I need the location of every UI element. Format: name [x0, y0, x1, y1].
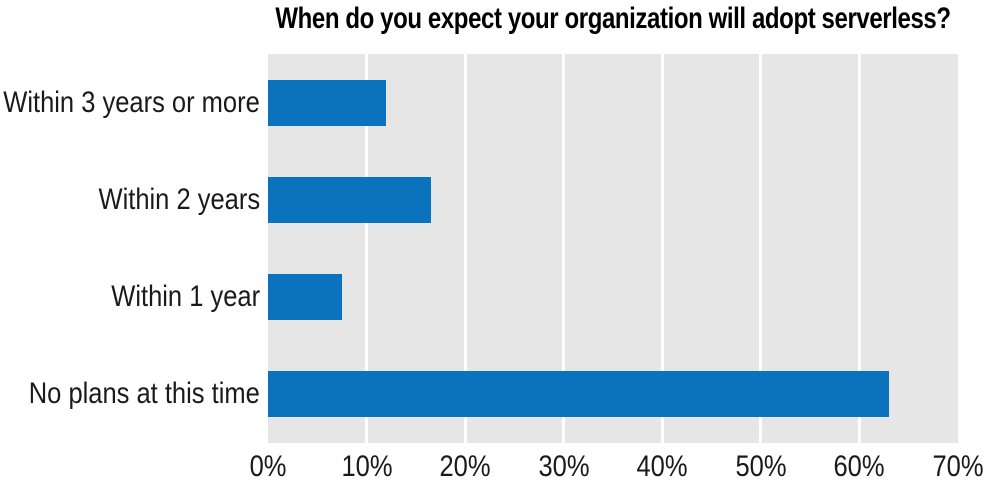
category-label-within-2-years: Within 2 years: [98, 182, 260, 216]
bar-within-1-year: [268, 274, 342, 321]
label-row-within-2-years: Within 2 years: [0, 151, 260, 248]
x-tick-label-10: 10%: [341, 450, 393, 483]
gridline-40: [660, 54, 664, 443]
bar-row-within-3-years-or-more: [268, 54, 958, 151]
plot-area: [268, 54, 958, 443]
x-tick-label-30: 30%: [538, 450, 590, 483]
x-tick-label-20: 20%: [439, 450, 491, 483]
bar-no-plans-at-this-time: [268, 371, 889, 418]
gridline-30: [562, 54, 566, 443]
gridline-10: [365, 54, 369, 443]
category-label-within-3-years-or-more: Within 3 years or more: [3, 85, 260, 119]
label-row-within-1-year: Within 1 year: [0, 249, 260, 346]
x-tick-label-40: 40%: [636, 450, 688, 483]
label-row-no-plans-at-this-time: No plans at this time: [0, 346, 260, 443]
x-tick-label-0: 0%: [249, 450, 287, 483]
x-tick-label-70: 70%: [932, 450, 984, 483]
category-label-within-1-year: Within 1 year: [111, 280, 260, 314]
label-row-within-3-years-or-more: Within 3 years or more: [0, 54, 260, 151]
bar-row-no-plans-at-this-time: [268, 346, 958, 443]
bar-row-within-2-years: [268, 151, 958, 248]
bar-within-3-years-or-more: [268, 79, 387, 126]
y-axis-category-labels: Within 3 years or more Within 2 years With…: [0, 54, 260, 443]
bar-row-within-1-year: [268, 249, 958, 346]
x-tick-label-60: 60%: [833, 450, 885, 483]
category-label-no-plans-at-this-time: No plans at this time: [28, 377, 260, 411]
chart-title-container: When do you expect your organization wil…: [268, 2, 958, 42]
gridline-50: [759, 54, 763, 443]
x-axis: 0% 10% 20% 30% 40% 50% 60% 70%: [250, 450, 984, 488]
gridline-60: [857, 54, 861, 443]
chart-title: When do you expect your organization wil…: [275, 2, 951, 35]
bar-within-2-years: [268, 176, 431, 223]
gridline-20: [463, 54, 467, 443]
x-tick-label-50: 50%: [735, 450, 787, 483]
bars-layer: [268, 54, 958, 443]
